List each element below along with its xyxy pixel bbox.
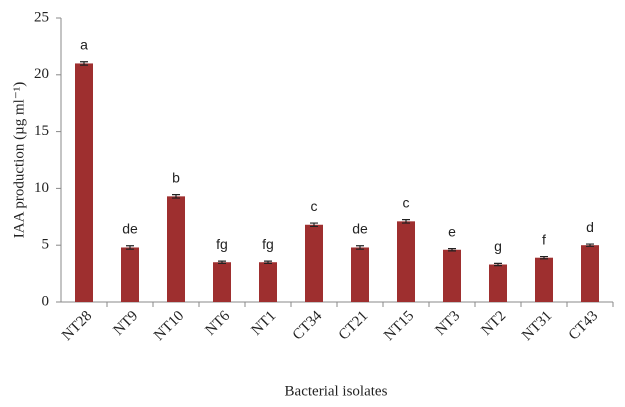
error-bar <box>264 260 272 264</box>
error-bar <box>586 243 594 247</box>
bar <box>213 262 231 302</box>
annotation: e <box>448 223 456 239</box>
x-tick-label: CT34 <box>290 308 326 344</box>
x-tick-label: NT9 <box>110 308 141 339</box>
bar <box>397 221 415 302</box>
y-axis-label: IAA production (µg ml⁻¹) <box>11 82 27 238</box>
annotation: g <box>494 238 502 254</box>
y-tick-label: 0 <box>42 293 50 309</box>
y-tick-label: 15 <box>34 123 49 139</box>
annotation: a <box>80 36 88 52</box>
x-tick-label: NT10 <box>151 308 187 344</box>
error-bar <box>80 61 88 66</box>
bar <box>535 257 553 302</box>
annotation: d <box>586 219 594 235</box>
error-bar <box>126 245 134 250</box>
error-bar <box>172 194 180 199</box>
bar <box>351 247 369 302</box>
error-bar <box>540 255 548 260</box>
x-tick-label: CT21 <box>336 308 371 343</box>
error-bar <box>218 260 226 264</box>
bar <box>305 224 323 302</box>
x-axis-label: Bacterial isolates <box>285 383 388 399</box>
bar <box>259 262 277 302</box>
error-bar <box>494 262 502 267</box>
bar <box>75 63 93 302</box>
annotation: fg <box>262 236 274 252</box>
annotation: b <box>172 169 180 185</box>
bar <box>581 245 599 302</box>
x-tick-label: NT1 <box>248 308 279 339</box>
annotation: fg <box>216 236 228 252</box>
y-tick-label: 10 <box>34 180 49 196</box>
bar <box>489 264 507 302</box>
x-tick-label: NT2 <box>478 308 509 339</box>
x-tick-label: NT31 <box>519 308 555 344</box>
bar <box>121 247 139 302</box>
bar <box>167 196 185 302</box>
error-bar <box>448 248 456 252</box>
error-bar <box>402 219 410 224</box>
bar <box>443 249 461 302</box>
error-bar <box>356 245 364 250</box>
x-tick-label: NT3 <box>432 308 463 339</box>
x-tick-label: CT43 <box>566 308 601 343</box>
annotation: de <box>352 220 368 236</box>
y-tick-label: 20 <box>34 66 49 82</box>
x-tick-label: NT6 <box>202 308 233 339</box>
x-tick-label: NT15 <box>381 308 417 344</box>
annotation: f <box>542 231 546 247</box>
annotation: c <box>311 198 318 214</box>
y-tick-label: 25 <box>34 9 49 25</box>
annotation: c <box>403 194 410 210</box>
error-bar <box>310 222 318 228</box>
x-tick-label: NT28 <box>59 308 95 344</box>
y-tick-label: 5 <box>42 237 50 253</box>
annotation: de <box>122 220 138 236</box>
